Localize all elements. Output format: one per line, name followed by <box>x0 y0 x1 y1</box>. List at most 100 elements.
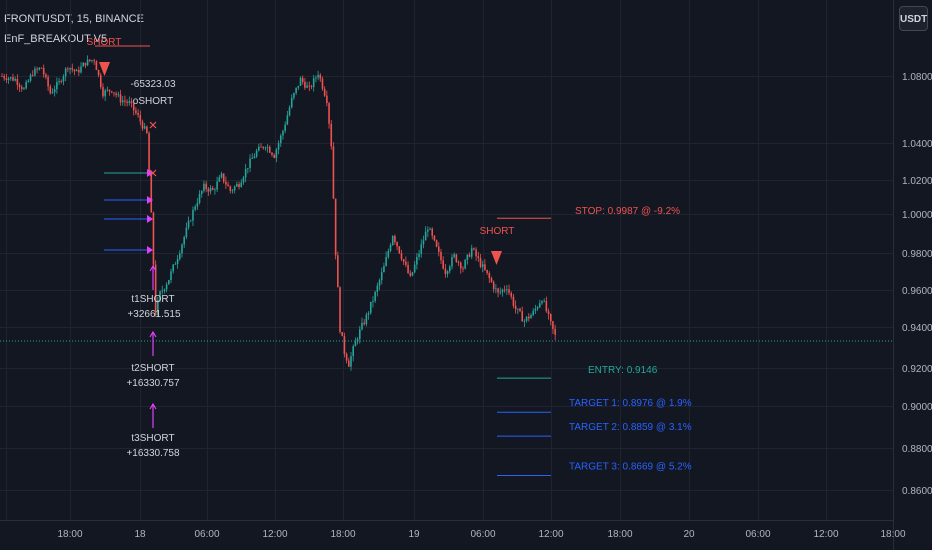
candle-body <box>409 273 412 276</box>
candle-body <box>416 256 418 265</box>
candle-body <box>525 316 528 321</box>
time-axis[interactable]: 18:00 18 06:00 12:00 18:00 19 06:00 12:00 18:00 2… <box>57 529 905 540</box>
candle-body <box>16 78 19 85</box>
candle-body <box>440 251 442 261</box>
candle-body <box>9 77 12 79</box>
x-tick-label: 18:00 <box>57 529 82 540</box>
candle-body <box>91 60 93 61</box>
candle-body <box>69 67 71 70</box>
candle-body <box>203 183 205 191</box>
candle-body <box>183 236 185 245</box>
candle-body <box>157 300 159 315</box>
currency-button[interactable]: USDT <box>899 6 928 31</box>
candle-body <box>139 115 142 122</box>
candle-body <box>115 93 117 96</box>
candle-body <box>40 67 43 69</box>
candle-body <box>53 89 56 93</box>
exit-value-label: -65323.03 <box>130 79 175 90</box>
candle-body <box>473 248 475 250</box>
t3-tag-label: t3SHORT <box>131 433 174 444</box>
candle-body <box>492 281 495 290</box>
candle-body <box>317 74 319 78</box>
candle-body <box>47 77 49 87</box>
annotations: SHORT -65323.03 oSHORT SHORT t1SHORT +32661.5… <box>87 37 515 459</box>
candle-body <box>354 341 357 347</box>
candle-body <box>36 68 38 70</box>
candle-body <box>547 311 550 314</box>
candle-body <box>194 206 196 210</box>
candle-body <box>56 82 58 90</box>
candle-body <box>141 121 144 129</box>
candle-body <box>286 115 289 125</box>
y-tick-label: 1.0800 <box>902 72 932 83</box>
candle-body <box>23 88 25 90</box>
candle-body <box>1 76 3 77</box>
candle-body <box>481 264 484 267</box>
candle-body <box>497 288 499 293</box>
candle-body <box>110 91 113 93</box>
candle-body <box>20 87 23 90</box>
candle-body <box>310 86 313 88</box>
candle-body <box>341 332 344 337</box>
candle-body <box>295 87 297 94</box>
x-tick-label: 12:00 <box>538 529 563 540</box>
candle-body <box>132 103 135 111</box>
candle-body <box>198 193 201 203</box>
candle-body <box>517 308 519 310</box>
short-triangle-1 <box>99 62 110 76</box>
candle-body <box>405 261 407 265</box>
candle-body <box>457 261 460 263</box>
candle-body <box>170 271 172 281</box>
candle-body <box>249 158 251 169</box>
short-label-1: SHORT <box>87 37 122 48</box>
t2-tag-label: t2SHORT <box>131 363 174 374</box>
candle-body <box>328 103 330 124</box>
candle-body <box>18 84 21 88</box>
candle-body <box>348 360 350 367</box>
candle-body <box>312 78 315 88</box>
candle-body <box>42 67 45 75</box>
candle-body <box>396 242 398 247</box>
candle-body <box>475 249 477 257</box>
candle-body <box>216 181 218 190</box>
x-tick-label: 18:00 <box>607 529 632 540</box>
candle-body <box>369 301 372 313</box>
candle-body <box>372 300 374 302</box>
candle-body <box>34 68 36 76</box>
candle-body <box>330 123 333 147</box>
candle-body <box>268 146 271 153</box>
candle-body <box>422 240 425 245</box>
candle-body <box>258 146 260 151</box>
candle-body <box>365 314 368 325</box>
candle-body <box>552 321 554 329</box>
candle-body <box>378 280 381 286</box>
candle-body <box>189 220 192 222</box>
candle-body <box>290 97 293 108</box>
target-1-label: TARGET 1: 0.8976 @ 1.9% <box>569 398 692 409</box>
candle-body <box>438 246 440 252</box>
x-tick-label: 18:00 <box>880 529 905 540</box>
past-target-arrow <box>147 246 153 254</box>
indicator-title[interactable]: EnF_BREAKOUT V5 <box>4 33 108 45</box>
candle-body <box>227 184 229 187</box>
candle-body <box>78 69 80 73</box>
candle-body <box>279 135 282 144</box>
candle-body <box>400 253 403 260</box>
stop-label: STOP: 0.9987 @ -9.2% <box>575 206 680 217</box>
t3-value-label: +16330.758 <box>126 448 180 459</box>
candle-body <box>192 209 194 221</box>
candle-body <box>337 255 339 288</box>
candle-body <box>536 307 539 309</box>
candle-body <box>453 254 455 258</box>
price-axis[interactable]: 1.0800 1.0400 1.0200 1.0000 0.9800 0.9600 0.94… <box>902 72 932 497</box>
candle-body <box>130 101 133 104</box>
candle-body <box>361 322 363 330</box>
candle-body <box>334 198 337 256</box>
target-3-label: TARGET 3: 0.8669 @ 5.2% <box>569 461 692 472</box>
candle-body <box>495 288 497 290</box>
candle-body <box>389 245 392 251</box>
candle-body <box>477 256 480 259</box>
candle-body <box>163 289 166 291</box>
candle-body <box>253 156 256 159</box>
